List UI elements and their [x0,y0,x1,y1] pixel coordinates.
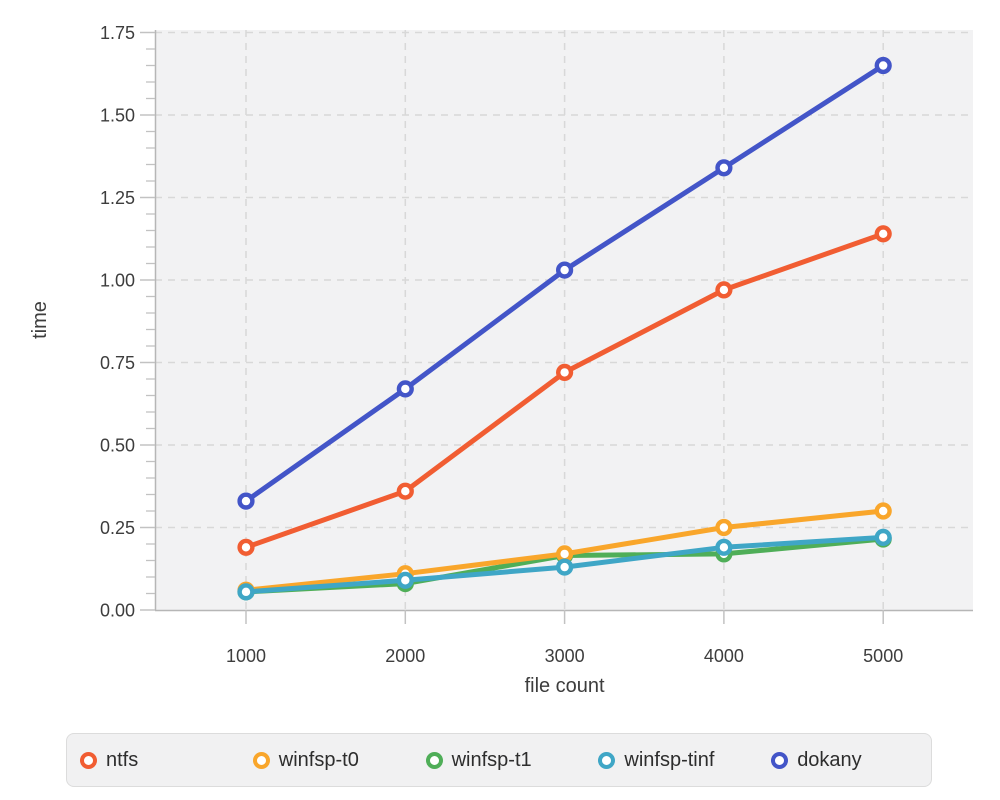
legend-label-winfsp-t1: winfsp-t1 [451,749,532,771]
data-point-ntfs-2000 [396,482,414,500]
legend-label-winfsp-tinf: winfsp-tinf [624,749,715,771]
y-tick-label: 1.00 [100,271,135,291]
legend-marker-winfsp-t1-icon [425,751,443,769]
data-point-winfsp-tinf-5000 [874,528,892,547]
data-point-dokany-2000 [396,380,414,398]
legend-marker-ntfs-icon [80,751,97,769]
data-point-ntfs-3000 [555,363,574,382]
legend-marker-winfsp-t0-icon [252,751,270,769]
data-point-winfsp-t0-4000 [715,518,733,537]
data-point-dokany-5000 [874,56,892,75]
legend-item-ntfs: ntfs [67,750,240,770]
data-point-winfsp-t0-3000 [555,545,574,563]
legend-label-winfsp-t0: winfsp-t0 [278,749,359,771]
legend-item-winfsp-t1: winfsp-t1 [413,750,586,770]
data-point-dokany-1000 [237,492,255,510]
x-tick-label: 5000 [863,646,903,666]
y-tick-label: 0.75 [100,353,135,373]
chart-area: 0.00 0.25 0.50 0.75 1.00 1.25 1.50 1.75 1000 2000… [29,23,973,697]
legend-marker-winfsp-tinf-icon [598,751,616,769]
data-point-ntfs-1000 [237,538,255,556]
data-point-winfsp-tinf-3000 [555,558,574,576]
y-tick-label: 1.75 [100,23,135,43]
legend-item-winfsp-t0: winfsp-t0 [240,750,413,770]
legend: ntfs winfsp-t0 winfsp-t1 winfsp-tinf dok… [66,733,932,787]
data-point-dokany-3000 [555,261,574,279]
data-point-dokany-4000 [715,159,733,177]
y-tick-label: 0.25 [100,518,135,538]
y-tick-label: 0.50 [100,436,135,456]
legend-label-dokany: dokany [797,749,862,771]
x-tick-label: 1000 [226,646,266,666]
x-tick-label: 4000 [704,646,744,666]
x-axis-title: file count [525,675,605,697]
data-point-winfsp-t0-5000 [874,502,892,520]
legend-item-dokany: dokany [758,750,931,770]
data-point-ntfs-4000 [715,281,733,299]
legend-label-ntfs: ntfs [106,749,139,771]
data-point-winfsp-tinf-1000 [237,583,255,601]
data-point-ntfs-5000 [874,225,892,243]
chart-svg: 0.00 0.25 0.50 0.75 1.00 1.25 1.50 1.75 1000 2000… [29,23,973,697]
y-tick-label: 0.00 [100,601,135,621]
x-tick-label: 2000 [385,646,425,666]
data-point-winfsp-tinf-4000 [715,538,733,556]
y-tick-label: 1.50 [100,106,135,126]
y-tick-label: 1.25 [100,188,135,208]
data-point-winfsp-tinf-2000 [396,571,414,589]
y-axis-title: time [29,301,51,339]
legend-marker-dokany-icon [771,751,789,769]
x-tick-label: 3000 [545,646,585,666]
legend-item-winfsp-tinf: winfsp-tinf [585,750,758,770]
